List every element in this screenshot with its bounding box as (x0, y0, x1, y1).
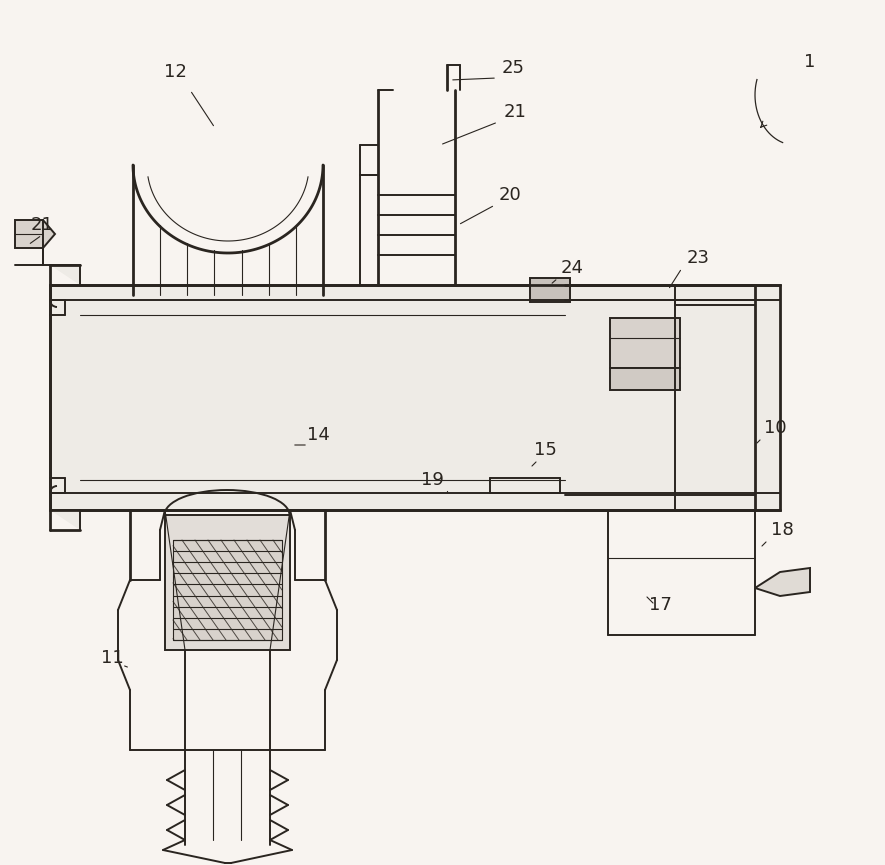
Text: 19: 19 (420, 471, 443, 489)
Text: 14: 14 (306, 426, 329, 444)
Text: 12: 12 (164, 63, 187, 81)
Bar (173, 540, 282, 640)
Bar (165, 515, 290, 650)
Text: 25: 25 (502, 59, 525, 77)
Polygon shape (15, 220, 55, 248)
Text: 15: 15 (534, 441, 557, 459)
Polygon shape (50, 510, 80, 530)
Bar (530, 278, 570, 302)
Text: 10: 10 (764, 419, 786, 437)
Bar (610, 318, 680, 368)
Polygon shape (755, 568, 810, 596)
Text: 23: 23 (687, 249, 710, 267)
Text: 17: 17 (649, 596, 672, 614)
Bar (610, 368, 680, 390)
Text: 20: 20 (498, 186, 521, 204)
Polygon shape (50, 285, 780, 510)
Text: 21: 21 (504, 103, 527, 121)
Polygon shape (50, 265, 80, 285)
Text: 24: 24 (560, 259, 583, 277)
Text: 11: 11 (101, 649, 123, 667)
Text: 18: 18 (771, 521, 793, 539)
Text: 1: 1 (804, 53, 816, 71)
Text: 21: 21 (31, 216, 53, 234)
